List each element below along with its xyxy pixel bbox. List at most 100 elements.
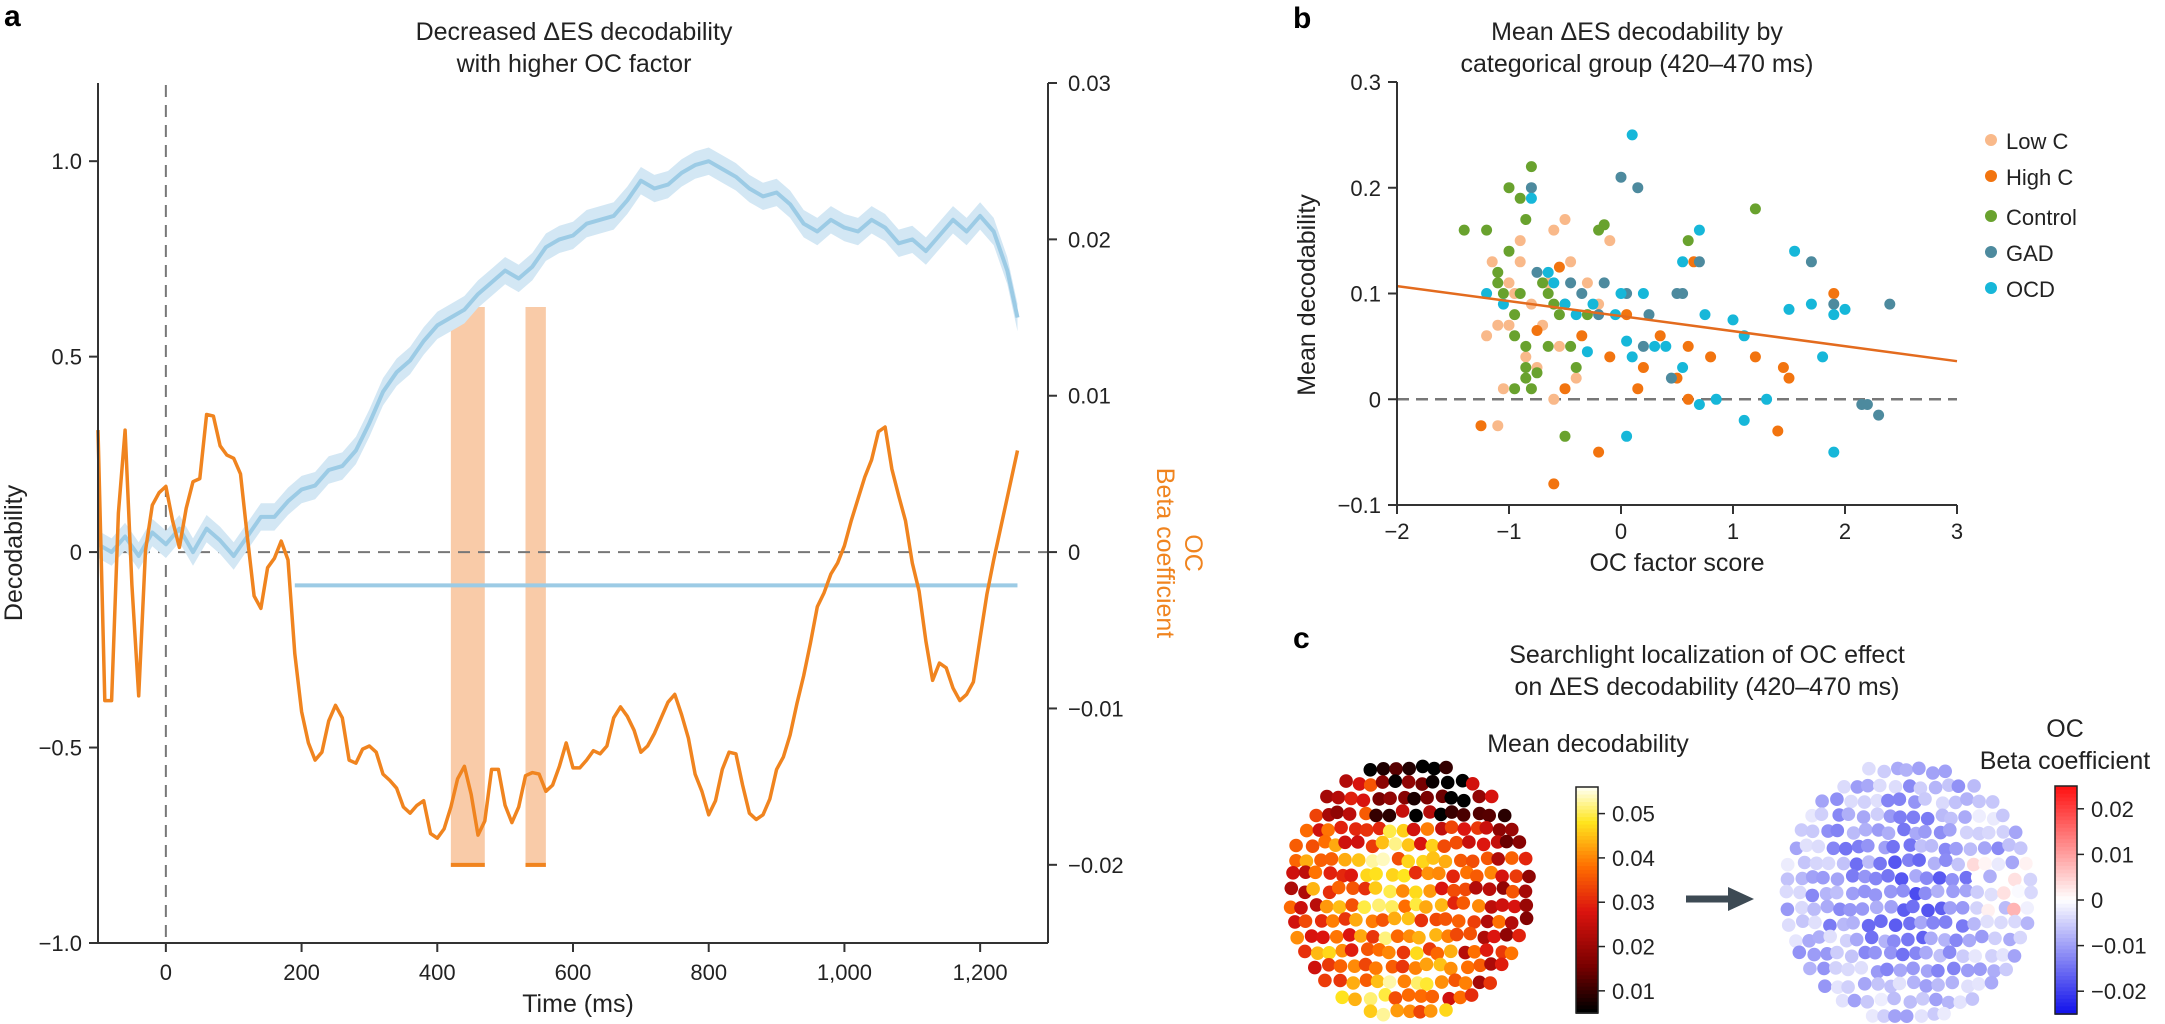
regression-line xyxy=(1396,284,1958,363)
beta-map-sensor-163 xyxy=(2007,902,2021,917)
beta-map-sensor-203 xyxy=(1792,945,1807,960)
mean-map-sensor-140 xyxy=(1469,881,1483,895)
beta-map-sensor-142 xyxy=(1997,886,2011,900)
beta-map-colorbar-step-60 xyxy=(2055,1010,2077,1015)
mean-map-sensor-114 xyxy=(1397,868,1411,883)
mean-map-colorbar-step-56 xyxy=(1576,994,1598,999)
beta-map-colorbar-step-55 xyxy=(2055,991,2077,996)
beta-map-sensor-41 xyxy=(1906,810,1921,825)
beta-map-colorbar-label-0-01: −0.01 xyxy=(2091,934,2147,959)
legend-marker-ocd xyxy=(1985,282,1997,294)
beta-map-sensor-7 xyxy=(1938,764,1952,779)
mean-map-sensor-77 xyxy=(1414,836,1428,851)
beta-map-sensor-208 xyxy=(1858,945,1872,960)
beta-map-sensor-171 xyxy=(1861,918,1876,933)
beta-map-sensor-118 xyxy=(1945,873,1959,887)
beta-map-sensor-262 xyxy=(1865,1009,1880,1023)
beta-map-sensor-52 xyxy=(1830,823,1845,838)
y-tick-label-1-0: 1.0 xyxy=(51,149,82,174)
beta-map-sensor-40 xyxy=(1893,810,1907,824)
mean-map-sensor-90 xyxy=(1338,852,1352,867)
legend-label-control: Control xyxy=(2006,205,2077,230)
beta-map-colorbar-step-11 xyxy=(2055,824,2077,829)
beta-map-sensor-107 xyxy=(1805,870,1820,884)
mean-map-sensor-139 xyxy=(1458,882,1473,897)
beta-map-sensor-18 xyxy=(1967,779,1981,793)
mean-map-sensor-183 xyxy=(1519,911,1534,926)
beta-map-sensor-9 xyxy=(1850,780,1865,794)
point-high-c-20 xyxy=(1531,325,1543,336)
mean-map-sensor-164 xyxy=(1519,898,1534,913)
b-y-tick-label-0-2: 0.2 xyxy=(1350,176,1381,201)
point-low-c-8 xyxy=(1581,277,1593,289)
beta-map-sensor-110 xyxy=(1845,869,1860,883)
beta-map-colorbar-step-13 xyxy=(2055,831,2077,837)
beta-map-sensor-45 xyxy=(1958,810,1972,824)
point-ocd-18 xyxy=(1693,224,1705,236)
mean-map-colorbar-step-42 xyxy=(1576,941,1598,946)
mean-map-sensor-257 xyxy=(1414,989,1428,1003)
beta-map-colorbar-step-50 xyxy=(2055,972,2077,977)
mean-map-sensor-43 xyxy=(1434,807,1448,822)
beta-map-sensor-59 xyxy=(1918,825,1932,839)
mean-map-sensor-228 xyxy=(1395,959,1410,974)
mean-map-sensor-22 xyxy=(1356,793,1371,808)
beta-map-colorbar-label-0: 0 xyxy=(2091,888,2103,913)
beta-map-sensor-29 xyxy=(1948,795,1963,810)
beta-map-colorbar-step-42 xyxy=(2055,941,2077,947)
beta-map-sensor-249 xyxy=(1971,977,1986,991)
mean-map-sensor-197 xyxy=(1449,927,1464,942)
point-ocd-6 xyxy=(1548,277,1560,289)
beta-map-sensor-201 xyxy=(2003,932,2017,947)
beta-map-colorbar-label-0-02: 0.02 xyxy=(2091,797,2134,822)
beta-map-sensor-254 xyxy=(1874,992,1889,1007)
mean-map-sensor-165 xyxy=(1288,915,1302,929)
mean-map-sensor-143 xyxy=(1506,884,1520,899)
point-gad-17 xyxy=(1861,399,1873,410)
mean-map-sensor-116 xyxy=(1421,866,1435,881)
mean-map-sensor-268 xyxy=(1439,1003,1453,1017)
mean-map-sensor-112 xyxy=(1369,867,1383,881)
mean-map-colorbar-step-46 xyxy=(1576,956,1598,962)
panel-b-title-line-2: categorical group (420–470 ms) xyxy=(1461,50,1814,78)
point-high-c-21 xyxy=(1777,362,1789,373)
mean-map-colorbar-label-0-01: 0.01 xyxy=(1612,979,1655,1004)
beta-map-sensor-77 xyxy=(1914,839,1929,853)
mean-map-colorbar-label-0-02: 0.02 xyxy=(1612,935,1655,960)
point-ocd-25 xyxy=(1805,298,1817,310)
beta-map-colorbar-label-0-02: −0.02 xyxy=(2091,979,2147,1004)
mean-map-sensor-104 xyxy=(1518,851,1533,866)
beta-map-sensor-193 xyxy=(1901,932,1915,947)
beta-map-sensor-140 xyxy=(1970,885,1984,899)
beta-map-sensor-170 xyxy=(1846,916,1860,930)
mean-map-sensor-13 xyxy=(1401,775,1416,789)
mean-map-sensor-217 xyxy=(1467,945,1482,959)
beta-map-colorbar: −0.02 −0.01 0 0.01 0.02 xyxy=(2054,785,2147,1015)
point-high-c-18 xyxy=(1593,446,1605,458)
mean-map-sensor-56 xyxy=(1382,824,1397,839)
point-gad-2 xyxy=(1615,171,1627,183)
mean-map-sensor-41 xyxy=(1409,808,1423,823)
mean-map-sensor-156 xyxy=(1419,900,1433,914)
point-gad-13 xyxy=(1805,256,1817,268)
point-ocd-21 xyxy=(1727,314,1739,326)
mean-map-colorbar-step-45 xyxy=(1576,952,1598,958)
mean-map-colorbar-step-29 xyxy=(1576,892,1598,898)
right-y-tick-label-0-03: 0.03 xyxy=(1068,71,1111,96)
point-control-2 xyxy=(1481,224,1493,236)
point-control-4 xyxy=(1514,192,1526,204)
beta-map-sensor-136 xyxy=(1918,886,1933,901)
mean-map-colorbar-step-15 xyxy=(1576,839,1598,845)
beta-map-sensor-83 xyxy=(1991,841,2005,856)
mean-map-sensor-152 xyxy=(1372,898,1386,913)
mean-map-sensor-157 xyxy=(1434,898,1449,912)
beta-map-sensor-179 xyxy=(1967,917,1981,931)
beta-map-sensor-42 xyxy=(1920,811,1935,826)
mean-map-sensor-187 xyxy=(1329,930,1344,944)
beta-map-sensor-246 xyxy=(1931,978,1945,992)
beta-map-sensor-188 xyxy=(1839,933,1854,948)
beta-map-colorbar-step-51 xyxy=(2055,976,2077,981)
b-y-tick-label-0: 0 xyxy=(1369,387,1381,412)
beta-map-colorbar-step-3 xyxy=(2055,793,2077,799)
beta-map-sensor-138 xyxy=(1946,884,1960,899)
